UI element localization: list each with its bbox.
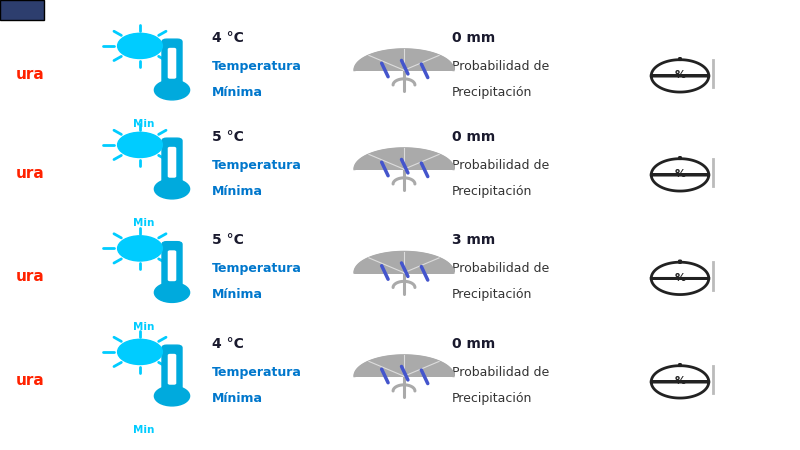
Text: Probabilidad de: Probabilidad de	[452, 262, 550, 275]
Text: %: %	[674, 376, 686, 386]
FancyBboxPatch shape	[162, 138, 182, 194]
Text: 0 mm: 0 mm	[452, 130, 495, 144]
Text: Probabilidad de: Probabilidad de	[452, 366, 550, 378]
Text: Temperatura: Temperatura	[212, 159, 302, 171]
Text: Mínima: Mínima	[212, 86, 263, 99]
FancyBboxPatch shape	[162, 345, 182, 401]
FancyBboxPatch shape	[169, 355, 176, 384]
Polygon shape	[354, 148, 454, 169]
Circle shape	[154, 283, 190, 302]
Circle shape	[118, 33, 162, 58]
Text: Precipitación: Precipitación	[452, 288, 532, 301]
Text: 0 mm: 0 mm	[452, 337, 495, 351]
Polygon shape	[651, 57, 709, 92]
Text: 0 mm: 0 mm	[452, 31, 495, 45]
FancyBboxPatch shape	[162, 39, 182, 95]
Text: %: %	[674, 273, 686, 283]
Circle shape	[118, 339, 162, 365]
Text: 4 °C: 4 °C	[212, 31, 244, 45]
Text: Mínima: Mínima	[212, 184, 263, 198]
Text: Min: Min	[134, 322, 154, 332]
Text: 3 mm: 3 mm	[452, 233, 495, 248]
Text: Min: Min	[134, 218, 154, 229]
Text: 5 °C: 5 °C	[212, 233, 244, 248]
Text: Precipitación: Precipitación	[452, 86, 532, 99]
Text: ura: ura	[16, 373, 45, 388]
Text: Probabilidad de: Probabilidad de	[452, 60, 550, 72]
Circle shape	[154, 80, 190, 100]
Polygon shape	[354, 252, 454, 273]
Polygon shape	[354, 50, 454, 70]
Text: Precipitación: Precipitación	[452, 392, 532, 405]
Circle shape	[118, 132, 162, 157]
Text: ura: ura	[16, 269, 45, 284]
Text: 4 °C: 4 °C	[212, 337, 244, 351]
Polygon shape	[651, 363, 709, 398]
Circle shape	[118, 236, 162, 261]
Text: Temperatura: Temperatura	[212, 60, 302, 72]
Circle shape	[154, 386, 190, 406]
Text: Temperatura: Temperatura	[212, 262, 302, 275]
Text: %: %	[674, 70, 686, 80]
Text: Mínima: Mínima	[212, 288, 263, 301]
Text: Probabilidad de: Probabilidad de	[452, 159, 550, 171]
Text: Min: Min	[134, 119, 154, 130]
FancyBboxPatch shape	[169, 251, 176, 280]
FancyBboxPatch shape	[162, 242, 182, 297]
FancyBboxPatch shape	[0, 0, 44, 20]
Polygon shape	[651, 260, 709, 295]
Text: %: %	[674, 169, 686, 179]
Polygon shape	[354, 356, 454, 376]
Text: 5 °C: 5 °C	[212, 130, 244, 144]
Text: Min: Min	[134, 425, 154, 436]
FancyBboxPatch shape	[169, 148, 176, 177]
Polygon shape	[651, 156, 709, 191]
Text: ura: ura	[16, 67, 45, 82]
Circle shape	[154, 179, 190, 199]
FancyBboxPatch shape	[169, 49, 176, 78]
Text: ura: ura	[16, 166, 45, 181]
Text: Mínima: Mínima	[212, 392, 263, 405]
Text: Temperatura: Temperatura	[212, 366, 302, 378]
Text: Precipitación: Precipitación	[452, 184, 532, 198]
